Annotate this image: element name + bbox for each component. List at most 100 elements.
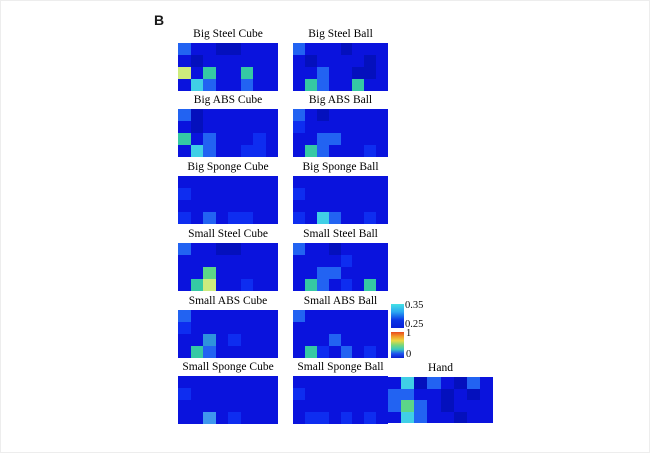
heatmap-cell [293,176,305,188]
heatmap-cell [304,400,317,412]
heatmap-cell [190,255,203,267]
heatmap-cell [253,212,266,224]
heatmap-cell [240,412,253,424]
heatmap-cell [304,109,317,121]
heatmap-cell [215,322,228,334]
heatmap-cell [190,200,203,212]
heatmap-cell [304,267,317,279]
heatmap-cell [293,255,305,267]
heatmap-cell [364,400,377,412]
heatmap-cell [253,310,266,322]
heatmap-small-steel-cube: Small Steel Cube [178,227,278,291]
heatmap-cell [240,400,253,412]
heatmap-cell [203,346,216,358]
heatmap-cell [265,200,278,212]
heatmap-cell [376,67,388,79]
heatmap-big-sponge-ball: Big Sponge Ball [293,160,388,224]
heatmap-cell [253,79,266,91]
heatmap-title: Small ABS Ball [303,295,378,307]
heatmap-cell [304,43,317,55]
heatmap-cell [340,67,353,79]
heatmap-cell [265,400,278,412]
heatmap-cell [328,109,341,121]
heatmap-cell [352,322,365,334]
heatmap-cell [364,376,377,388]
heatmap-cells [293,43,388,91]
heatmap-cell [293,267,305,279]
heatmap-cell [293,322,305,334]
heatmap-cell [328,267,341,279]
heatmap-cell [228,310,241,322]
heatmap-cell [352,188,365,200]
heatmap-cell [253,255,266,267]
heatmap-cell [440,411,454,423]
heatmap-cell [352,279,365,291]
heatmap-cell [265,55,278,67]
heatmap-cell [178,322,191,334]
heatmap-cell [265,145,278,157]
heatmap-cell [240,67,253,79]
heatmap-cell [215,376,228,388]
heatmap-cells [178,376,278,424]
heatmap-cell [265,109,278,121]
heatmap-cell [340,334,353,346]
heatmap-cell [352,133,365,145]
heatmap-cell [376,200,388,212]
heatmap-cell [293,55,305,67]
heatmap-cell [228,255,241,267]
heatmap-cell [388,411,402,423]
heatmap-cell [328,79,341,91]
heatmap-cell [340,346,353,358]
heatmap-big-abs-ball: Big ABS Ball [293,93,388,157]
heatmap-cell [316,200,329,212]
heatmap-cell [190,109,203,121]
heatmap-cell [304,212,317,224]
heatmap-cell [293,133,305,145]
heatmap-cell [352,121,365,133]
heatmap-cell [364,267,377,279]
heatmap-cell [376,176,388,188]
heatmap-cell [340,243,353,255]
heatmap-cell [479,411,493,423]
heatmap-title: Big Sponge Cube [187,161,269,173]
heatmap-cell [240,376,253,388]
heatmap-cell [328,376,341,388]
heatmap-cell [190,43,203,55]
heatmap-cell [376,322,388,334]
heatmap-cell [203,188,216,200]
heatmap-title: Small Steel Cube [188,228,268,240]
heatmap-cell [178,79,191,91]
heatmap-cell [316,388,329,400]
heatmap-cell [316,109,329,121]
heatmap-cell [253,109,266,121]
heatmap-cell [228,43,241,55]
heatmap-cell [203,322,216,334]
heatmap-cell [178,121,191,133]
heatmap-cell [304,79,317,91]
heatmap-cell [316,67,329,79]
heatmap-cell [203,279,216,291]
heatmap-cell [316,400,329,412]
heatmap-cell [293,200,305,212]
heatmap-cell [304,121,317,133]
heatmap-cell [328,121,341,133]
heatmap-cell [240,145,253,157]
heatmap-cell [376,400,388,412]
heatmap-title: Big Steel Ball [308,28,373,40]
heatmap-cell [178,388,191,400]
heatmap-cell [316,267,329,279]
heatmap-cell [215,200,228,212]
heatmap-cell [352,109,365,121]
heatmap-cell [215,67,228,79]
heatmap-cell [304,322,317,334]
heatmap-cell [340,188,353,200]
heatmap-cell [316,334,329,346]
colorbar-upper [391,304,404,328]
heatmap-cell [178,310,191,322]
colorbar-lower-min-label: 0 [406,349,412,360]
heatmap-cell [401,388,415,400]
heatmap-cell [178,279,191,291]
heatmap-cell [293,400,305,412]
heatmap-cell [215,145,228,157]
heatmap-cell [376,334,388,346]
